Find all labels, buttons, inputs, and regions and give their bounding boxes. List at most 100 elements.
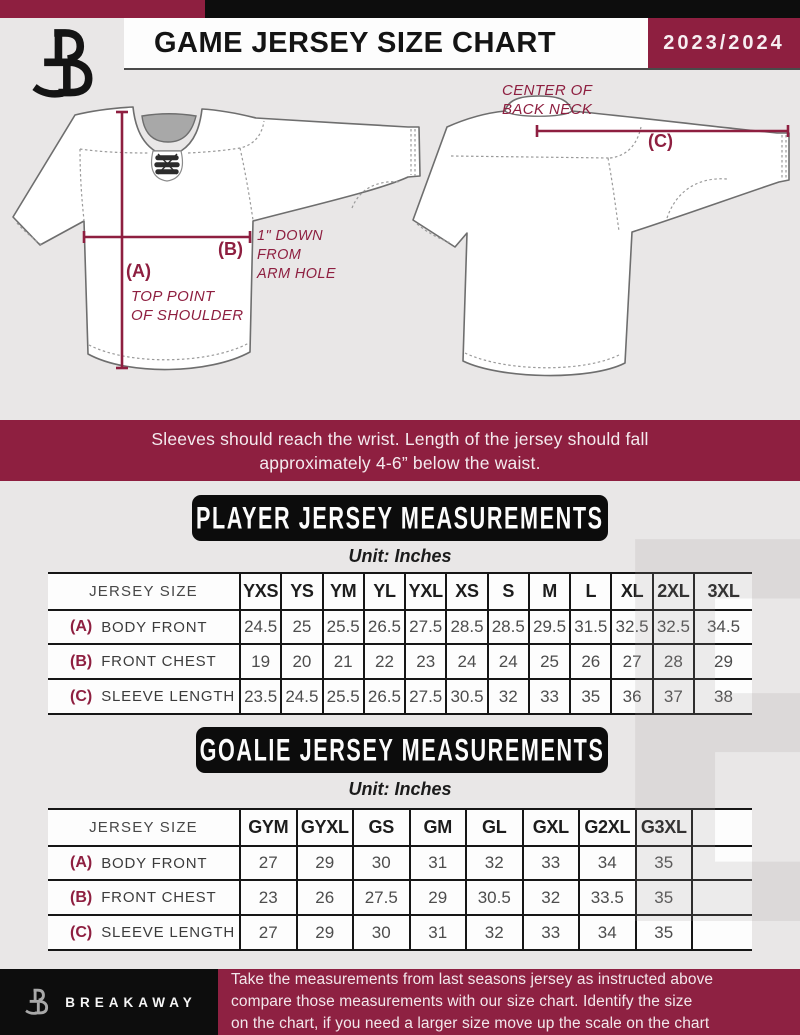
measurement-cell: 19 xyxy=(239,643,281,678)
measurement-cell: 35 xyxy=(634,914,691,949)
front-jersey-diagram xyxy=(12,106,421,371)
measurement-cell: 25 xyxy=(280,609,322,643)
center-back-neck-note: CENTER OF BACK NECK xyxy=(502,82,593,118)
measurement-cell xyxy=(691,914,752,949)
size-label-header: JERSEY SIZE xyxy=(48,572,239,609)
size-column-header: GM xyxy=(408,808,465,845)
measure-b-label: (B) xyxy=(218,239,243,259)
measurement-cell: 24 xyxy=(486,643,528,678)
size-column-header: L xyxy=(569,572,611,609)
size-column-header xyxy=(691,808,752,845)
player-section-heading: PLAYER JERSEY MEASUREMENTS xyxy=(192,495,608,541)
measurement-cell: 35 xyxy=(634,879,691,914)
measurement-cell: 21 xyxy=(321,643,363,678)
measurement-lines-front xyxy=(82,110,252,370)
measurement-cell: 32.5 xyxy=(651,609,693,643)
front-seam-lines xyxy=(16,120,416,361)
size-column-header: GS xyxy=(352,808,409,845)
measurement-cell: 32.5 xyxy=(610,609,652,643)
measurement-cell: 31 xyxy=(408,845,465,879)
measurement-cell: 30.5 xyxy=(465,879,522,914)
measurement-cell: 24.5 xyxy=(239,609,281,643)
front-collar-inner xyxy=(141,113,197,143)
top-strip-maroon-segment xyxy=(0,0,205,18)
season-badge: 2023/2024 xyxy=(648,18,800,68)
measurement-cell: 30 xyxy=(352,914,409,949)
measurement-cell: 29 xyxy=(295,914,352,949)
size-column-header: G3XL xyxy=(634,808,691,845)
measurement-cell: 34.5 xyxy=(693,609,752,643)
fit-instruction-banner: Sleeves should reach the wrist. Length o… xyxy=(0,420,800,481)
measurement-row-label: (B) FRONT CHEST xyxy=(48,643,239,678)
measure-a-label: (A) xyxy=(126,261,151,281)
measurement-cell: 25.5 xyxy=(321,678,363,713)
measurement-cell: 35 xyxy=(569,678,611,713)
measure-b-note: 1" DOWN FROM ARM HOLE xyxy=(257,228,336,282)
size-column-header: YXS xyxy=(239,572,281,609)
size-column-header: G2XL xyxy=(578,808,635,845)
measurement-cell: 24.5 xyxy=(280,678,322,713)
measurement-cell: 32 xyxy=(486,678,528,713)
measurement-cell: 26 xyxy=(295,879,352,914)
measurement-cell: 23 xyxy=(239,879,296,914)
measurement-cell: 26.5 xyxy=(362,609,405,643)
measurement-cell: 20 xyxy=(280,643,322,678)
measurement-cell: 26 xyxy=(569,643,611,678)
measurement-cell xyxy=(691,879,752,914)
measurement-cell: 27 xyxy=(610,643,652,678)
measurement-cell xyxy=(691,845,752,879)
measurement-cell: 31.5 xyxy=(569,609,611,643)
size-column-header: M xyxy=(527,572,570,609)
size-column-header: 3XL xyxy=(693,572,752,609)
measurement-cell: 24 xyxy=(445,643,487,678)
measurement-cell: 27.5 xyxy=(404,609,446,643)
measurement-row-label: (A) BODY FRONT xyxy=(48,845,239,879)
measurement-cell: 33 xyxy=(527,678,570,713)
measurement-row-label: (A) BODY FRONT xyxy=(48,609,239,643)
measurement-cell: 32 xyxy=(465,845,522,879)
size-column-header: YS xyxy=(280,572,322,609)
measurement-cell: 37 xyxy=(651,678,693,713)
size-column-header: GYM xyxy=(239,808,296,845)
measurement-cell: 28.5 xyxy=(486,609,528,643)
size-column-header: 2XL xyxy=(651,572,693,609)
measurement-cell: 27.5 xyxy=(404,678,446,713)
measurement-cell: 29 xyxy=(693,643,752,678)
measurement-cell: 23.5 xyxy=(239,678,281,713)
measurement-cell: 36 xyxy=(610,678,652,713)
footer-instructions: Take the measurements from last seasons … xyxy=(218,969,800,1035)
measure-c-label: (C) xyxy=(648,131,673,151)
top-accent-strip xyxy=(0,0,800,18)
breakaway-logo-icon xyxy=(22,22,110,111)
size-column-header: GL xyxy=(465,808,522,845)
measurement-cell: 33 xyxy=(521,914,578,949)
back-jersey-diagram xyxy=(412,95,790,377)
measurement-row-label: (C) SLEEVE LENGTH xyxy=(48,914,239,949)
footer-brand-box: BREAKAWAY xyxy=(0,969,218,1035)
measurement-cell: 26.5 xyxy=(362,678,405,713)
measurement-cell: 27 xyxy=(239,914,296,949)
page-title: GAME JERSEY SIZE CHART xyxy=(154,26,557,59)
size-column-header: YL xyxy=(362,572,405,609)
measurement-cell: 22 xyxy=(362,643,405,678)
footer: BREAKAWAY Take the measurements from las… xyxy=(0,969,800,1035)
measurement-cell: 29.5 xyxy=(527,609,570,643)
measurement-cell: 25 xyxy=(527,643,570,678)
size-column-header: XS xyxy=(445,572,487,609)
size-column-header: GXL xyxy=(521,808,578,845)
collar-laces xyxy=(154,153,180,175)
measure-a-note: TOP POINT OF SHOULDER xyxy=(131,288,244,324)
measurement-cell: 25.5 xyxy=(321,609,363,643)
back-seam-lines xyxy=(416,126,787,369)
top-strip-black-segment xyxy=(205,0,800,18)
measurement-cell: 29 xyxy=(408,879,465,914)
size-column-header: YXL xyxy=(404,572,446,609)
size-column-header: XL xyxy=(610,572,652,609)
measurement-row-label: (C) SLEEVE LENGTH xyxy=(48,678,239,713)
measurement-cell: 29 xyxy=(295,845,352,879)
goalie-section-heading: GOALIE JERSEY MEASUREMENTS xyxy=(196,727,608,773)
breakaway-footer-logo-icon xyxy=(25,988,49,1015)
player-unit-label: Unit: Inches xyxy=(348,546,452,566)
player-size-table: JERSEY SIZE YXS YS YM YL YXL XS S M L XL 2XL 3XL (A) B… xyxy=(48,572,752,715)
